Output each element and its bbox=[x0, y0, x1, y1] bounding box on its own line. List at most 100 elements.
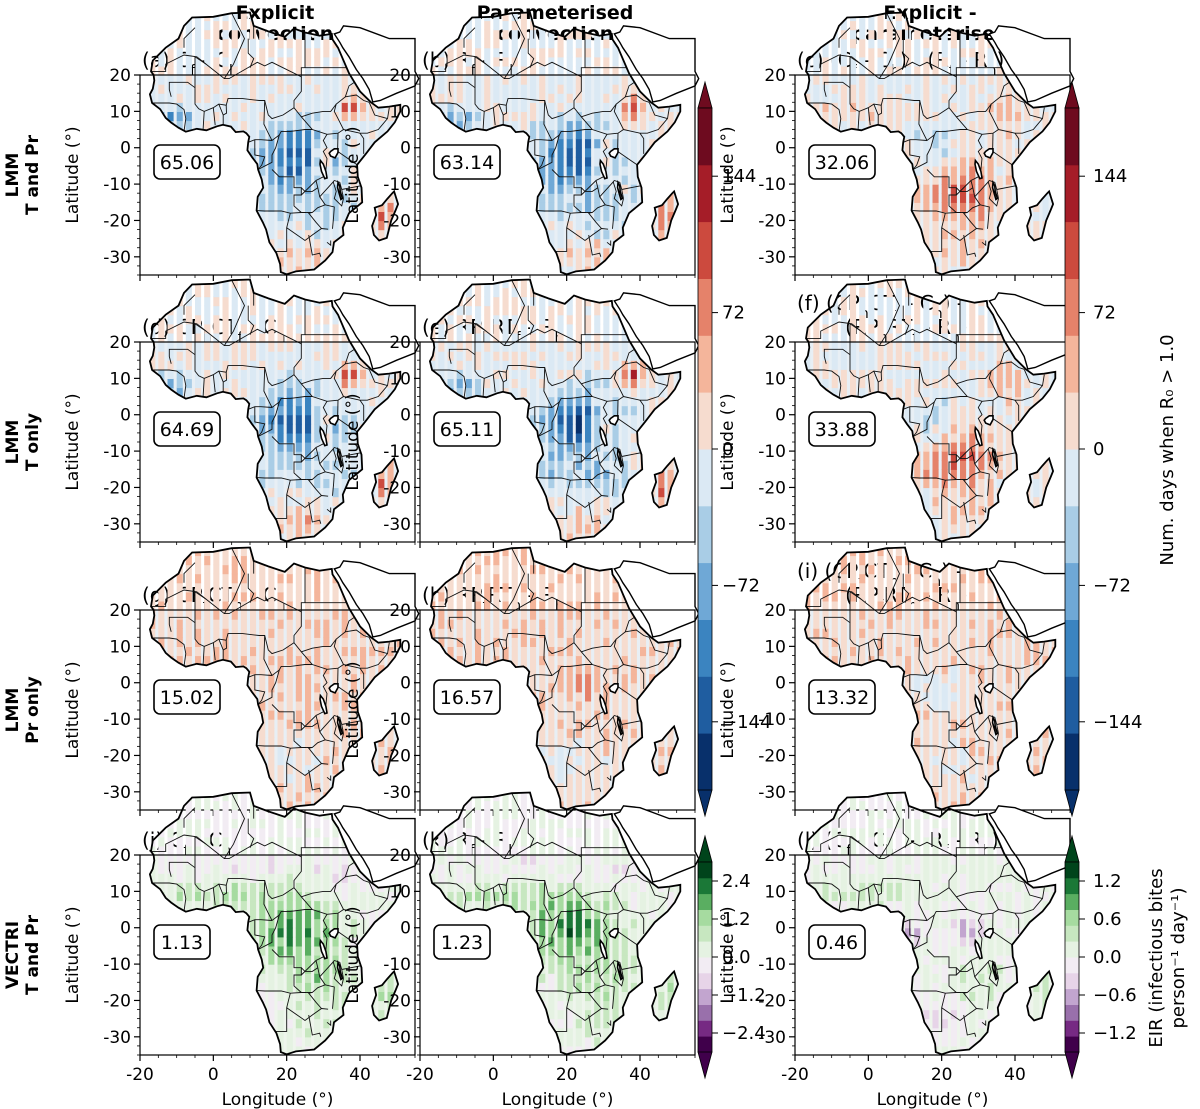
heatmap-cell bbox=[557, 75, 564, 85]
heatmap-cell bbox=[960, 111, 967, 122]
y-tick-label: -20 bbox=[103, 478, 131, 498]
heatmap-cell bbox=[438, 38, 445, 49]
heatmap-cell bbox=[1015, 102, 1022, 112]
heatmap-cell bbox=[566, 387, 573, 398]
y-tick-label: 0 bbox=[400, 139, 411, 159]
heatmap-cell bbox=[323, 56, 330, 67]
heatmap-cell bbox=[539, 414, 546, 425]
heatmap-cell bbox=[268, 93, 275, 103]
heatmap-cell bbox=[438, 65, 445, 76]
heatmap-cell bbox=[493, 56, 500, 67]
heatmap-cell bbox=[447, 12, 454, 22]
heatmap-cell bbox=[350, 396, 357, 407]
heatmap-cell bbox=[475, 93, 482, 103]
heatmap-cell bbox=[295, 496, 302, 507]
heatmap-cell bbox=[566, 532, 573, 542]
heatmap-cell bbox=[493, 387, 500, 398]
heatmap-cell bbox=[502, 287, 509, 298]
heatmap-cell bbox=[456, 47, 463, 58]
heatmap-cell bbox=[332, 460, 339, 470]
heatmap-cell bbox=[585, 442, 592, 452]
heatmap-cell bbox=[668, 2, 674, 12]
heatmap-cell bbox=[286, 93, 293, 103]
heatmap-cell bbox=[360, 93, 367, 103]
heatmap-cell bbox=[813, 38, 820, 49]
heatmap-cell bbox=[566, 514, 573, 525]
heatmap-cell bbox=[195, 84, 202, 94]
heatmap-cell bbox=[548, 469, 555, 479]
heatmap-cell bbox=[475, 47, 482, 58]
heatmap-cell bbox=[140, 2, 146, 12]
heatmap-cell bbox=[539, 369, 546, 379]
heatmap-cell bbox=[548, 129, 555, 140]
heatmap-cell bbox=[575, 165, 582, 176]
heatmap-cell bbox=[240, 111, 247, 122]
heatmap-cell bbox=[859, 47, 866, 58]
heatmap-cell bbox=[493, 332, 500, 343]
heatmap-cell bbox=[520, 351, 527, 361]
heatmap-cell bbox=[640, 414, 647, 425]
heatmap-cell bbox=[950, 29, 957, 40]
heatmap-cell bbox=[621, 120, 628, 131]
heatmap-cell bbox=[640, 111, 647, 122]
heatmap-cell bbox=[831, 111, 838, 122]
heatmap-cell bbox=[658, 202, 665, 212]
heatmap-cell bbox=[305, 296, 312, 307]
heatmap-cell bbox=[612, 75, 619, 85]
heatmap-cell bbox=[195, 279, 202, 289]
heatmap-cell bbox=[204, 2, 210, 12]
heatmap-cell bbox=[612, 120, 619, 131]
heatmap-cell bbox=[539, 211, 546, 222]
heatmap-cell bbox=[360, 378, 367, 389]
heatmap-cell bbox=[960, 247, 967, 258]
heatmap-cell bbox=[305, 496, 312, 507]
heatmap-cell bbox=[548, 360, 555, 370]
heatmap-cell bbox=[548, 102, 555, 112]
heatmap-cell bbox=[323, 442, 330, 452]
heatmap-cell bbox=[259, 323, 266, 334]
heatmap-cell bbox=[167, 12, 174, 22]
heatmap-cell bbox=[277, 387, 284, 398]
heatmap-cell bbox=[566, 193, 573, 203]
heatmap-cell bbox=[406, 2, 412, 12]
heatmap-cell bbox=[914, 211, 921, 222]
heatmap-cell bbox=[369, 405, 376, 416]
heatmap-cell bbox=[585, 120, 592, 131]
row-header-line2: T only bbox=[23, 413, 43, 471]
heatmap-cell bbox=[676, 12, 681, 22]
heatmap-cell bbox=[594, 487, 601, 498]
heatmap-cell bbox=[520, 102, 527, 112]
heatmap-cell bbox=[429, 305, 436, 316]
heatmap-cell bbox=[456, 378, 463, 389]
heatmap-cell bbox=[277, 305, 284, 316]
heatmap-cell bbox=[850, 38, 857, 49]
heatmap-cell bbox=[341, 129, 348, 140]
heatmap-cell bbox=[286, 414, 293, 425]
heatmap-cell bbox=[185, 369, 192, 379]
heatmap-cell bbox=[295, 378, 302, 389]
heatmap-cell bbox=[859, 360, 866, 370]
heatmap-cell bbox=[850, 84, 857, 94]
heatmap-cell bbox=[840, 314, 847, 325]
heatmap-cell bbox=[923, 120, 930, 131]
heatmap-cell bbox=[988, 2, 994, 12]
heatmap-cell bbox=[341, 147, 348, 158]
heatmap-cell bbox=[295, 423, 302, 434]
heatmap-cell bbox=[877, 102, 884, 112]
heatmap-cell bbox=[438, 287, 445, 298]
heatmap-cell bbox=[323, 496, 330, 507]
heatmap-cell bbox=[658, 487, 665, 498]
heatmap-cell bbox=[585, 279, 592, 289]
heatmap-cell bbox=[213, 287, 220, 298]
heatmap-cell bbox=[978, 211, 985, 222]
heatmap-cell bbox=[429, 20, 436, 31]
heatmap-cell bbox=[585, 56, 592, 67]
heatmap-cell bbox=[539, 432, 546, 443]
heatmap-cell bbox=[594, 469, 601, 479]
heatmap-cell bbox=[813, 323, 820, 334]
heatmap-cell bbox=[575, 256, 582, 267]
heatmap-cell bbox=[612, 387, 619, 398]
heatmap-cell bbox=[295, 305, 302, 316]
heatmap-cell bbox=[520, 314, 527, 325]
heatmap-cell bbox=[1051, 102, 1056, 112]
